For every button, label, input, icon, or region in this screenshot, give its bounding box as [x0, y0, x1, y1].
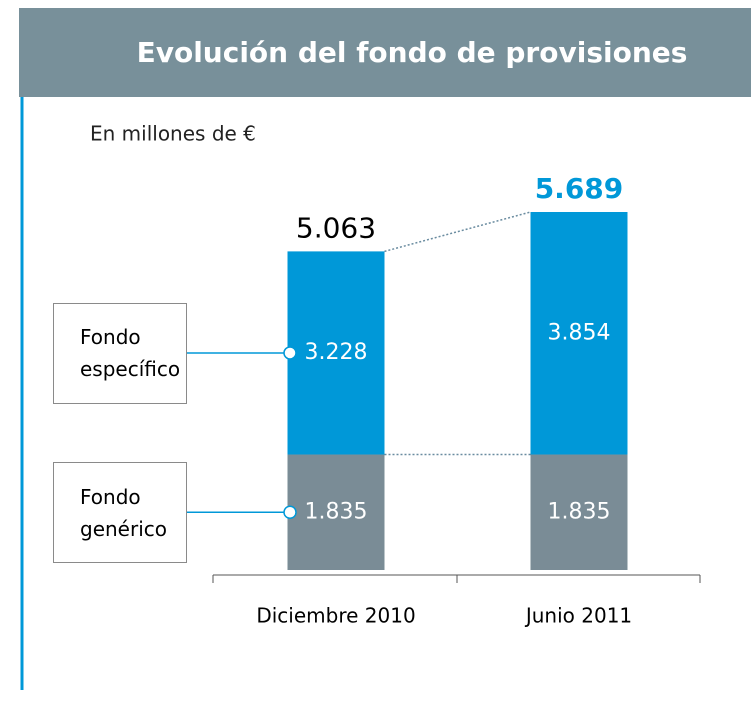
- header: [19, 8, 751, 97]
- legend-label: Fondo específico: [80, 325, 181, 382]
- total-label: 5.063: [296, 211, 376, 244]
- chart-title: Evolución del fondo de provisiones: [137, 36, 688, 69]
- x-tick-label: Junio 2011: [524, 604, 632, 628]
- legend-entry: Fondo genérico: [53, 462, 187, 564]
- x-tick-label: Diciembre 2010: [256, 604, 415, 628]
- legend-label: Fondo genérico: [80, 484, 167, 541]
- bar-segment: [287, 251, 385, 455]
- bar-segment: [530, 212, 628, 455]
- connector: [384, 211, 531, 253]
- value-label: 3.228: [305, 340, 368, 365]
- legend-callout-dot: [283, 505, 297, 520]
- total-label: 5.689: [535, 172, 624, 205]
- bar-segment: [287, 454, 385, 570]
- subtitle: En millones de €: [90, 122, 256, 146]
- value-label: 1.835: [548, 499, 611, 524]
- value-label: 3.854: [548, 320, 611, 345]
- legend-entry: Fondo específico: [53, 302, 187, 404]
- value-label: 1.835: [305, 499, 368, 524]
- legend-callout-dot: [283, 346, 297, 360]
- bar-segment: [530, 454, 628, 570]
